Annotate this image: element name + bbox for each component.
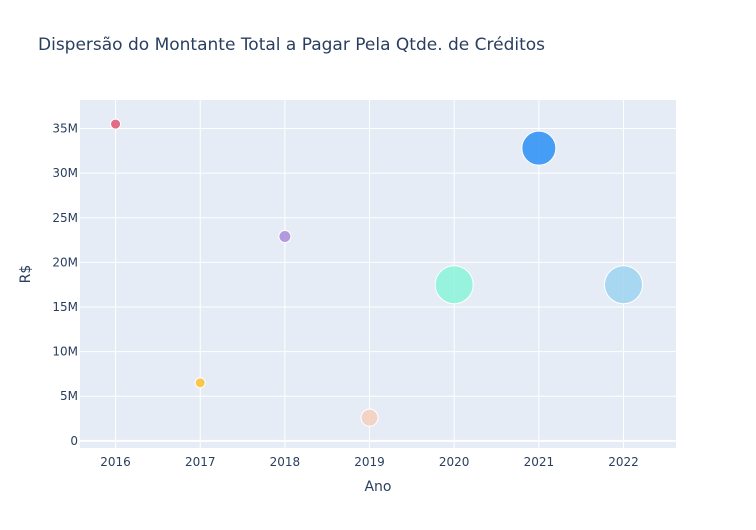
data-point-2022[interactable] [604,265,644,305]
y-tick-label: 25M [52,211,78,225]
y-tick-label: 30M [52,166,78,180]
y-tick-label: 35M [52,122,78,136]
y-axis-label: R$ [18,265,34,284]
x-tick-label: 2019 [354,455,385,469]
x-tick-label: 2020 [439,455,470,469]
data-point-2018[interactable] [278,230,292,244]
x-gridlines [115,100,625,448]
data-point-2016[interactable] [110,118,122,130]
x-tick-label: 2018 [270,455,301,469]
data-point-2017[interactable] [194,377,206,389]
data-point-2020[interactable] [434,265,474,305]
x-tick-label: 2016 [100,455,131,469]
y-gridlines [80,128,676,442]
x-tick-label: 2021 [524,455,555,469]
y-tick-label: 0 [70,434,78,448]
chart-title: Dispersão do Montante Total a Pagar Pela… [38,35,545,55]
data-points [110,118,644,427]
y-tick-label: 5M [60,389,78,403]
y-tick-labels: 0 5M 10M 15M 20M 25M 30M 35M [52,122,78,448]
data-point-2019[interactable] [360,408,379,427]
y-tick-label: 15M [52,300,78,314]
x-tick-labels: 2016 2017 2018 2019 2020 2021 2022 [100,455,639,469]
x-tick-label: 2022 [608,455,639,469]
y-tick-label: 20M [52,255,78,269]
data-point-2021[interactable] [521,130,557,166]
x-axis-label: Ano [364,479,391,495]
y-tick-label: 10M [52,345,78,359]
x-tick-label: 2017 [185,455,216,469]
plot-area [80,100,676,448]
